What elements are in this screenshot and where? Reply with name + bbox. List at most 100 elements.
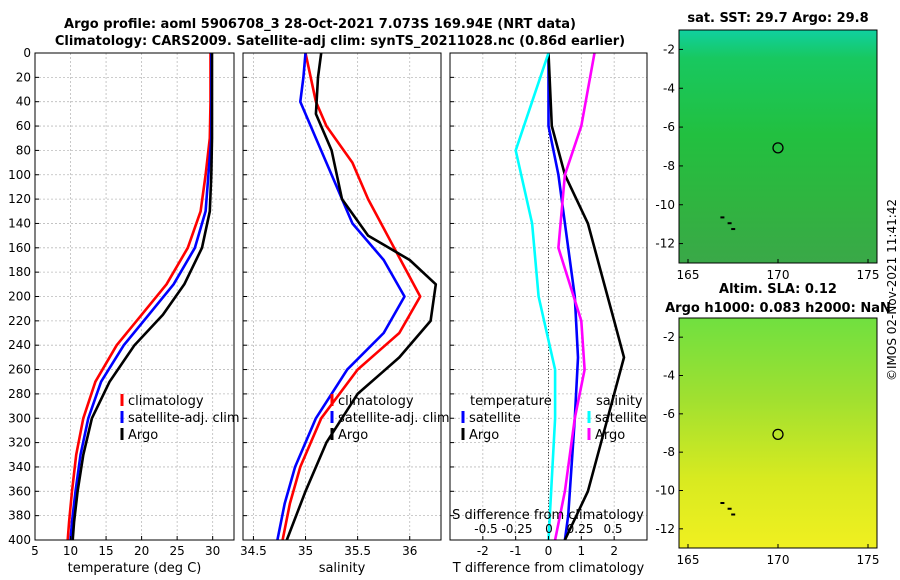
figure-title-line1: Argo profile: aoml 5906708_3 28-Oct-2021… [64,17,576,32]
y-tick-label: 0 [23,46,31,60]
top-tick-label: 0 [545,522,553,536]
map-y-tick-label: -6 [663,120,675,134]
island-speck [727,222,732,225]
island-speck [720,216,725,219]
series-line-argo [285,52,438,541]
map-y-tick-label: -4 [663,369,675,383]
sla-map: 165 170 175 -2 -4 -6 -8 -10 -12 [655,330,879,567]
series-line-satellite-adj-clim [276,52,406,541]
x-tick-label: 2 [610,544,618,558]
legend-entry: satellite-adj. clim [338,411,450,426]
difference-xlabel: T difference from climatology [452,561,645,576]
sst-map: 165 170 175 -2 -4 -6 -8 -10 -12 [655,42,879,282]
legend-entry: satellite-adj. clim [128,411,240,426]
y-tick-label: 220 [8,314,31,328]
series-line-salinity-satellite [514,52,557,541]
y-tick-label: 400 [8,533,31,547]
map-y-tick-label: -6 [663,407,675,421]
y-tick-label: 20 [16,70,31,84]
map-x-tick-label: 175 [857,268,880,282]
y-tick-label: 140 [8,216,31,230]
legend-entry: climatology [338,394,414,409]
x-tick-label: 1 [578,544,586,558]
salinity-panel: 34.5 35 35.5 36 salinity climatology satellite… [240,52,450,576]
sst-map-image [678,29,878,264]
x-tick-label: -2 [477,544,489,558]
map-y-tick-label: -2 [663,330,675,344]
y-tick-label: 300 [8,411,31,425]
map-y-tick-label: -12 [655,237,675,251]
y-tick-label: 80 [16,143,31,157]
top-tick-label: 0.25 [567,522,594,536]
y-tick-label: 280 [8,387,31,401]
x-tick-label: 15 [98,544,113,558]
y-tick-label: 60 [16,119,31,133]
y-tick-label: 200 [8,290,31,304]
map-x-tick-label: 165 [677,268,700,282]
map-y-tick-label: -4 [663,81,675,95]
map-y-tick-label: -8 [663,445,675,459]
map-y-tick-label: -2 [663,42,675,56]
top-tick-label: 0.5 [603,522,622,536]
legend-entry: satellite [469,411,521,426]
series-line-argo [71,53,214,541]
map-y-tick-label: -10 [655,484,675,498]
map-y-tick-label: -8 [663,159,675,173]
island-speck [720,502,725,504]
series-line-temperature-satellite [547,53,580,541]
map-x-tick-label: 170 [767,553,790,567]
x-tick-label: 30 [205,544,220,558]
map-x-tick-label: 175 [857,553,880,567]
series-line-temperature-argo [547,52,626,541]
sla-map-title-line1: Altim. SLA: 0.12 [719,282,837,297]
argo-location-marker [772,142,784,154]
map-y-tick-label: -10 [655,198,675,212]
figure-title-line2: Climatology: CARS2009. Satellite-adj cli… [55,34,625,49]
y-tick-label: 120 [8,192,31,206]
y-tick-label: 340 [8,460,31,474]
x-tick-label: -1 [510,544,522,558]
top-axis-label: S difference from climatology [452,508,644,523]
imos-credit: ©IMOS 02-Nov-2021 11:41:42 [885,199,899,381]
series-line-satellite-adj-clim [69,53,213,541]
island-speck [731,228,736,231]
y-tick-label: 360 [8,484,31,498]
y-tick-label: 160 [8,241,31,255]
salinity-xlabel: salinity [319,561,366,576]
difference-panel: -2 -1 0 1 2 T difference from climatology temp… [449,52,648,576]
x-tick-label: 20 [134,544,149,558]
x-tick-label: 25 [170,544,185,558]
map-y-tick-label: -12 [655,522,675,536]
x-tick-label: 35 [298,544,313,558]
y-tick-label: 320 [8,436,31,450]
sla-map-title-line2: Argo h1000: 0.083 h2000: NaN [665,301,891,316]
y-tick-label: 380 [8,509,31,523]
x-tick-label: 34.5 [240,544,267,558]
y-tick-label: 240 [8,338,31,352]
x-tick-label: 5 [31,544,39,558]
legend-entry: satellite [595,411,647,426]
top-tick-label: -0.5 [474,522,497,536]
legend-entry: climatology [128,394,204,409]
y-tick-label: 100 [8,168,31,182]
temperature-xlabel: temperature (deg C) [68,561,202,576]
top-tick-label: -0.25 [501,522,532,536]
x-tick-label: 36 [402,544,417,558]
map-x-tick-label: 170 [767,268,790,282]
legend-entry: Argo [338,428,368,443]
island-speck [727,507,732,510]
x-tick-label: 0 [545,544,553,558]
y-tick-label: 260 [8,363,31,377]
legend-entry: Argo [595,428,625,443]
x-tick-label: 35.5 [344,544,371,558]
legend-entry: Argo [128,428,158,443]
map-x-tick-label: 165 [677,553,700,567]
legend-title: salinity [596,394,643,409]
y-tick-label: 180 [8,265,31,279]
series-line-salinity-argo [553,52,596,541]
legend-title: temperature [470,394,552,409]
argo-location-marker [772,428,784,440]
